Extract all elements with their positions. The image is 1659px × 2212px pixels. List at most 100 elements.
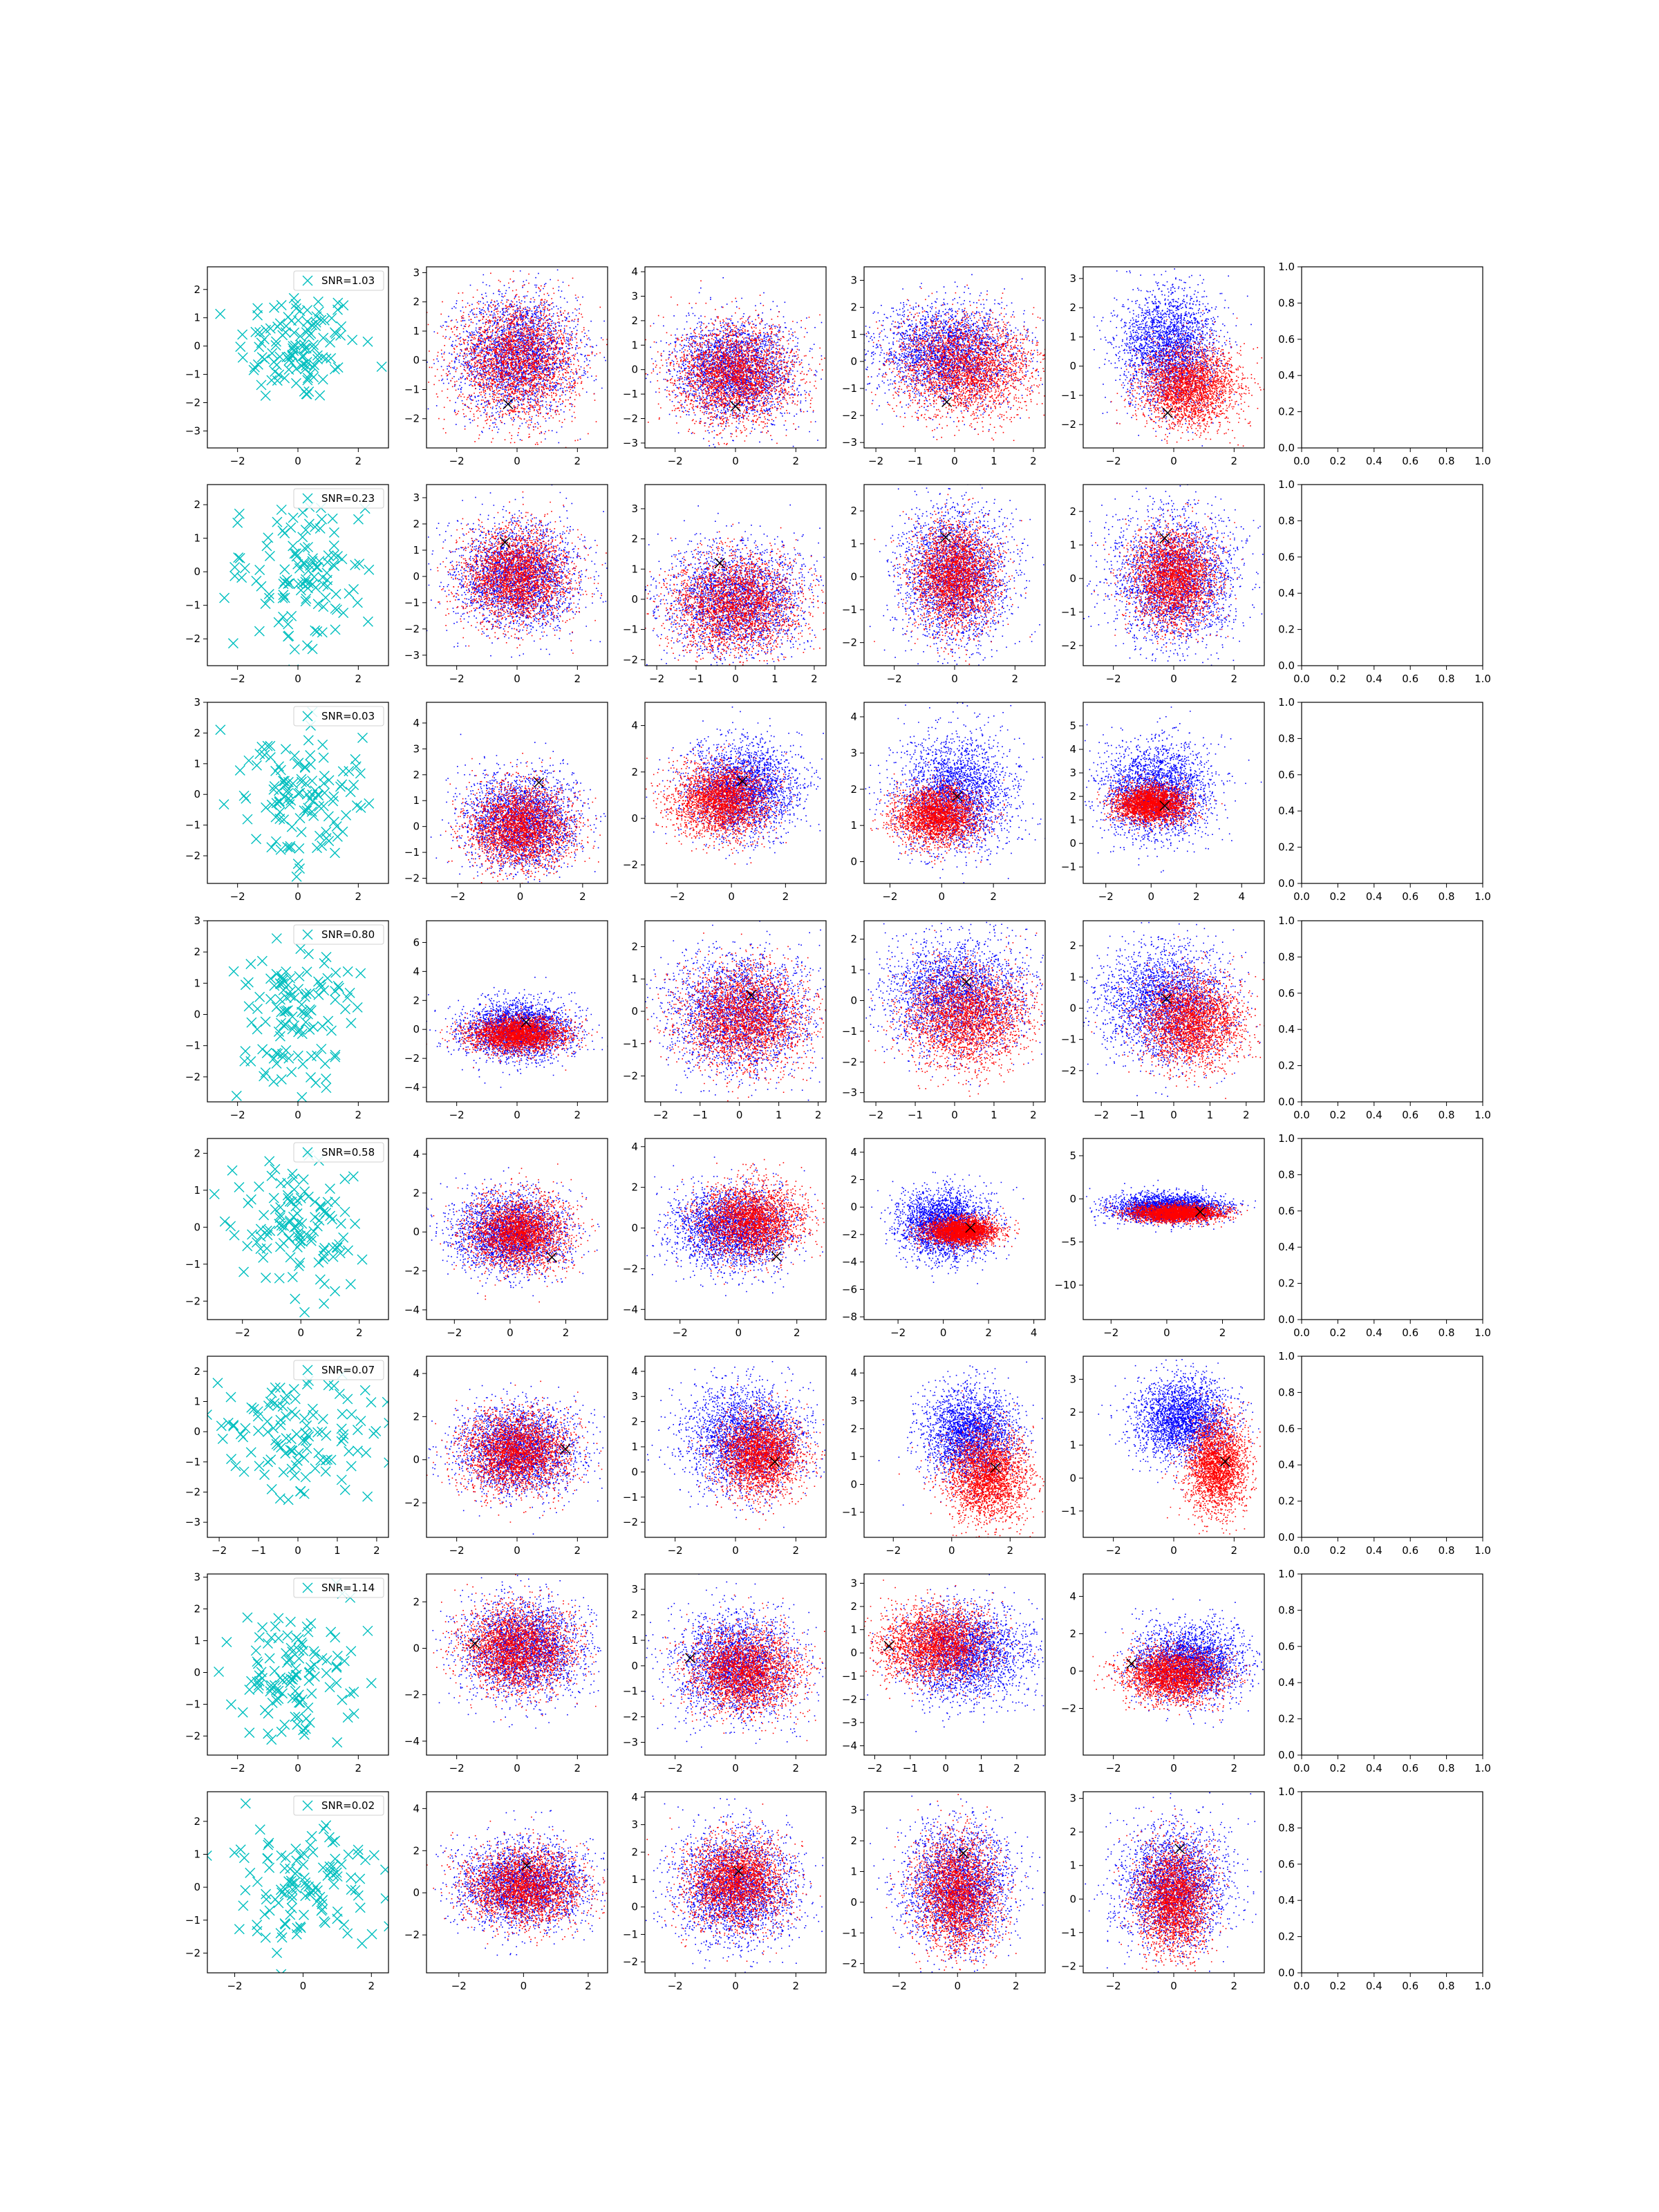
x-tick-label: −1 — [688, 673, 704, 685]
scatter-point — [268, 1698, 277, 1708]
y-tick-label: 0 — [631, 1222, 638, 1235]
axes-frame — [864, 267, 1045, 448]
scatter-point — [290, 644, 299, 654]
x-tick-label: −2 — [230, 1109, 245, 1121]
y-tick-label: −1 — [1061, 861, 1076, 873]
y-tick-label: 1 — [194, 1184, 200, 1197]
scatter-point — [332, 832, 342, 841]
scatter-point — [226, 1392, 236, 1402]
y-tick-label: 1 — [194, 532, 200, 545]
y-tick-label: 2 — [631, 1416, 638, 1428]
scatter-point — [309, 572, 319, 582]
scatter-point — [238, 1432, 248, 1442]
y-tick-label: 2 — [631, 1181, 638, 1194]
scatter-point — [321, 1668, 331, 1678]
y-tick-label: 0.8 — [1278, 732, 1295, 744]
scatter-point — [243, 1241, 252, 1251]
scatter-point — [245, 1868, 255, 1877]
x-tick-label: 2 — [355, 1109, 362, 1121]
scatter-point — [246, 1056, 256, 1066]
y-tick-label: 0.0 — [1278, 1531, 1295, 1544]
y-tick-label: 6 — [413, 936, 420, 948]
y-tick-label: 1 — [631, 973, 638, 985]
y-tick-label: 0.2 — [1278, 841, 1295, 854]
x-tick-label: 2 — [793, 1762, 800, 1774]
y-tick-label: −1 — [404, 383, 420, 395]
y-tick-label: 0 — [850, 856, 857, 868]
x-tick-label: 2 — [1231, 673, 1238, 685]
x-tick-label: 1.0 — [1474, 673, 1491, 685]
scatter-point — [261, 1068, 270, 1078]
scatter-point — [330, 625, 340, 635]
scatter-point — [332, 1651, 342, 1660]
y-tick-label: −1 — [185, 1698, 200, 1710]
y-tick-label: 0.8 — [1278, 1604, 1295, 1616]
scatter-point — [252, 1877, 262, 1886]
scatter-point — [276, 301, 286, 310]
scatter-point — [356, 968, 366, 978]
y-tick-label: 0 — [194, 1425, 200, 1438]
blue-series-points — [624, 1156, 830, 1296]
scatter-point — [287, 611, 297, 621]
y-tick-label: 2 — [631, 1846, 638, 1858]
scatter-point — [363, 617, 373, 626]
scatter-point — [290, 1410, 300, 1420]
x-tick-label: 0.0 — [1293, 1327, 1310, 1339]
x-tick-label: 0 — [1163, 1327, 1170, 1339]
y-tick-label: 3 — [194, 696, 200, 709]
x-tick-label: 0 — [1170, 455, 1177, 467]
scatter-point — [324, 776, 334, 785]
scatter-point — [313, 297, 323, 306]
y-tick-label: −4 — [623, 1303, 638, 1315]
x-tick-label: 2 — [793, 1980, 800, 1992]
y-tick-label: 1.0 — [1278, 915, 1295, 927]
x-tick-label: 0.2 — [1329, 455, 1346, 467]
x-tick-label: 2 — [990, 890, 997, 903]
x-tick-label: −2 — [451, 1980, 467, 1992]
scatter-point — [261, 1889, 271, 1899]
scatter-point — [235, 765, 245, 775]
y-tick-label: −1 — [1061, 1505, 1076, 1517]
axes-frame — [1302, 1574, 1483, 1755]
plot-area — [408, 1810, 644, 1956]
scatter-point — [216, 725, 225, 735]
scatter-point — [303, 1627, 313, 1637]
x-tick-label: −2 — [868, 1109, 883, 1121]
x-tick-label: 2 — [574, 1544, 581, 1557]
y-tick-label: 3 — [631, 290, 638, 302]
scatter-point — [384, 1458, 394, 1468]
scatter-point — [280, 373, 290, 383]
plot-area — [819, 892, 1081, 1097]
y-tick-label: 0.2 — [1278, 1495, 1295, 1508]
plot-area — [1065, 706, 1262, 872]
scatter-point — [276, 1443, 286, 1452]
x-tick-label: 2 — [574, 455, 581, 467]
y-tick-label: 3 — [850, 1394, 857, 1407]
x-tick-label: 1.0 — [1474, 1544, 1491, 1557]
y-tick-label: 2 — [631, 940, 638, 953]
scatter-point — [330, 1286, 340, 1296]
y-tick-label: 2 — [413, 1187, 420, 1199]
x-tick-label: 2 — [782, 890, 789, 903]
scatter-point — [253, 1004, 263, 1014]
plot-area — [408, 254, 627, 478]
y-tick-label: −4 — [404, 1081, 420, 1094]
scatter-point — [281, 744, 290, 754]
blue-series-points — [647, 1354, 849, 1528]
scatter-point — [287, 822, 297, 832]
y-tick-label: −2 — [185, 1486, 200, 1499]
scatter-point — [265, 1653, 274, 1663]
scatter-point — [276, 1179, 285, 1188]
x-tick-label: 1.0 — [1474, 455, 1491, 467]
scatter-point — [301, 1714, 311, 1723]
plot-area — [410, 1574, 635, 1729]
scatter-point — [288, 513, 298, 523]
y-tick-label: −2 — [404, 1265, 420, 1277]
y-tick-label: 0.2 — [1278, 624, 1295, 636]
y-tick-label: 1 — [850, 819, 857, 832]
y-tick-label: 1 — [413, 794, 420, 807]
scatter-point — [297, 827, 306, 837]
